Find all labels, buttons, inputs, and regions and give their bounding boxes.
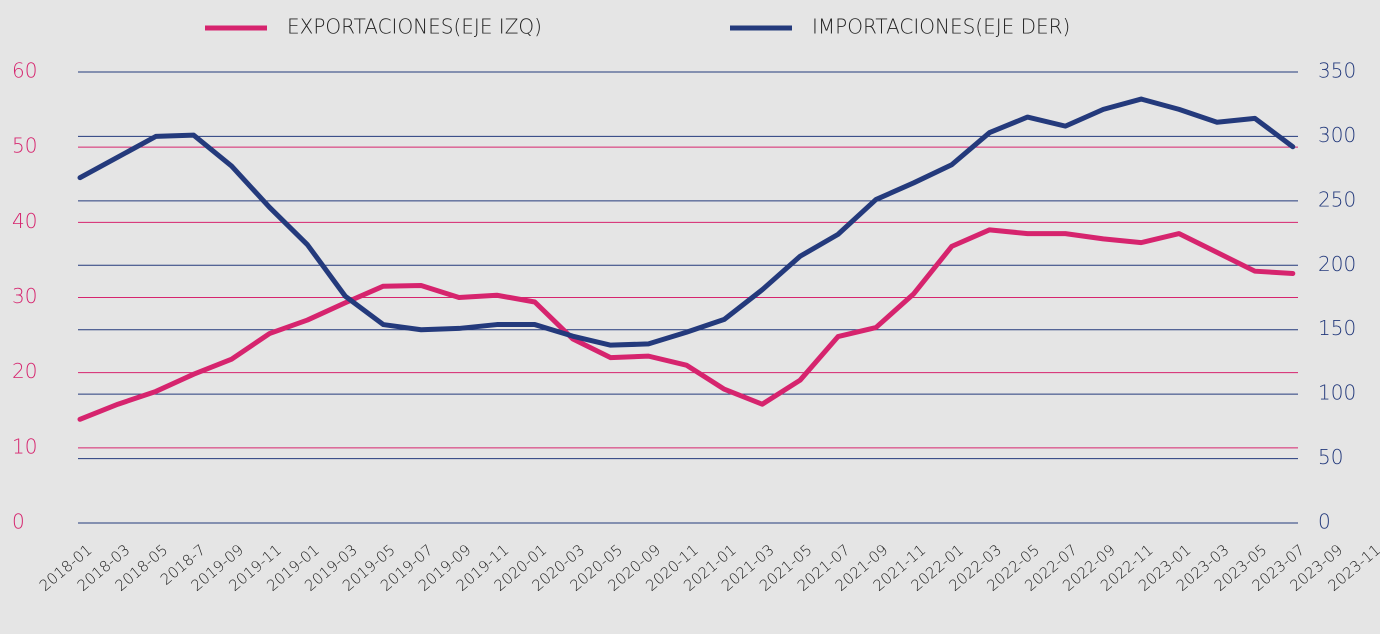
y-tick-label: 10 [12,434,37,458]
y-tick-label: 50 [12,134,37,158]
series-line [77,227,1296,422]
legend-label: EXPORTACIONES(EJE IZQ) [287,15,542,39]
y2-tick-label: 250 [1318,187,1356,211]
y2-tick-label: 100 [1318,381,1356,405]
y2-tick-label: 0 [1318,510,1331,534]
series-line [77,96,1296,348]
y-tick-label: 20 [12,359,37,383]
y-tick-label: 60 [12,59,37,83]
legend-label: IMPORTACIONES(EJE DER) [812,15,1070,39]
y-tick-label: 30 [12,284,37,308]
y-tick-label: 0 [12,510,25,534]
y2-tick-label: 50 [1318,445,1343,469]
y-tick-label: 40 [12,209,37,233]
y2-tick-label: 150 [1318,316,1356,340]
y2-tick-label: 350 [1318,59,1356,83]
y2-tick-label: 300 [1318,123,1356,147]
y2-tick-label: 200 [1318,252,1356,276]
